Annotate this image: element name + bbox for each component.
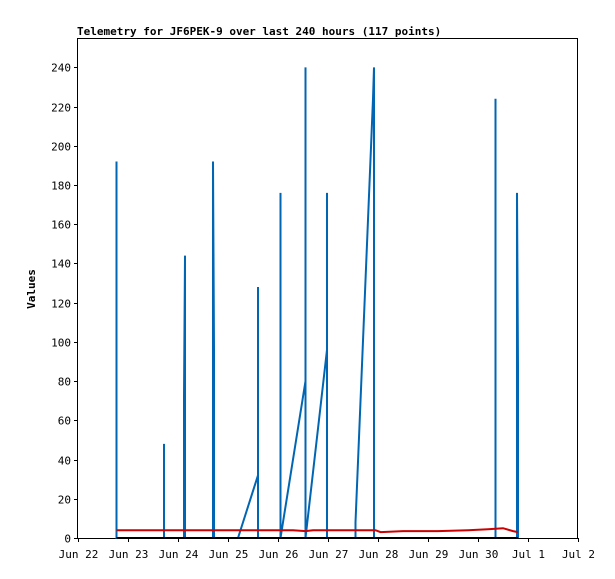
y-tick-label-1: 20 (58, 494, 71, 507)
x-tick-label-7: Jun 29 (409, 548, 449, 561)
y-tick-label-5: 100 (51, 337, 71, 350)
y-tick-label-3: 60 (58, 415, 71, 428)
series-layer (115, 67, 519, 539)
y-tick-label-2: 40 (58, 455, 71, 468)
y-tick-label-11: 220 (51, 102, 71, 115)
x-tick-label-8: Jun 30 (459, 548, 499, 561)
x-tick-label-4: Jun 26 (259, 548, 299, 561)
y-tick-label-7: 140 (51, 258, 71, 271)
y-tick-label-9: 180 (51, 180, 71, 193)
x-tick-label-10: Jul 2 (562, 548, 595, 561)
x-tick-label-1: Jun 23 (109, 548, 149, 561)
x-tick-label-9: Jul 1 (512, 548, 545, 561)
series-line-1 (116, 527, 519, 534)
x-axis: Jun 22 Jun 23 Jun 24 Jun 25 Jun 26 Jun 27 Jun … (59, 538, 595, 561)
series-line-0 (115, 67, 519, 539)
y-axis-label: Values (25, 269, 38, 309)
x-tick-label-2: Jun 24 (159, 548, 199, 561)
y-axis: 0 20 40 60 80 100 120 140 160 180 200 220 240 (51, 62, 78, 546)
chart-title: Telemetry for JF6PEK-9 over last 240 hou… (77, 25, 441, 38)
x-tick-label-5: Jun 27 (309, 548, 349, 561)
x-tick-label-0: Jun 22 (59, 548, 99, 561)
y-tick-label-0: 0 (64, 533, 71, 546)
y-tick-label-12: 240 (51, 62, 71, 75)
y-tick-label-6: 120 (51, 298, 71, 311)
x-tick-label-3: Jun 25 (209, 548, 249, 561)
x-tick-label-6: Jun 28 (359, 548, 399, 561)
y-tick-label-4: 80 (58, 376, 71, 389)
y-tick-label-8: 160 (51, 219, 71, 232)
y-tick-label-10: 200 (51, 141, 71, 154)
